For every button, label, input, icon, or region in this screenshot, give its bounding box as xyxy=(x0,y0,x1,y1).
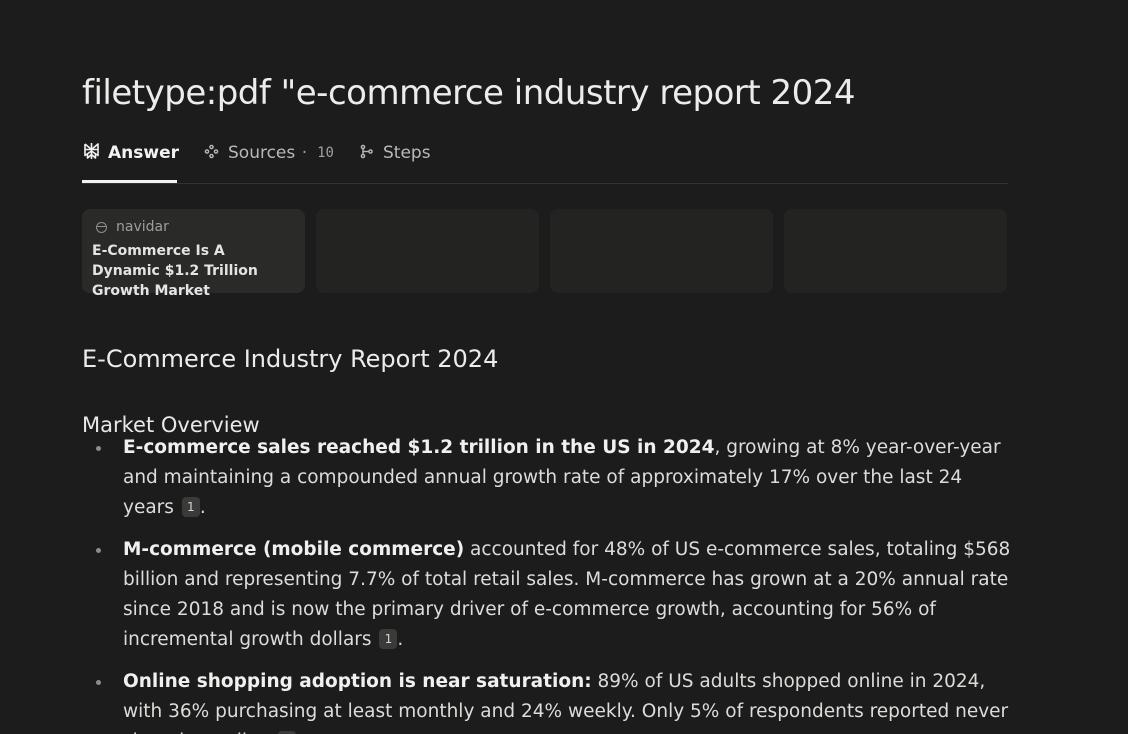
source-domain-label: navidar xyxy=(116,219,169,235)
list-item: M-commerce (mobile commerce) accounted f… xyxy=(82,535,1012,655)
citation-badge[interactable]: 1 xyxy=(181,497,200,517)
source-title: E-Commerce Is A Dynamic $1.2 Trillion Gr… xyxy=(92,243,258,299)
query-title: filetype:pdf "e-commerce industry report… xyxy=(82,72,856,113)
source-card-placeholder xyxy=(550,209,773,293)
source-card-placeholder xyxy=(316,209,539,293)
bullet-bold-text: M-commerce (mobile commerce) xyxy=(123,539,465,560)
answer-heading: E-Commerce Industry Report 2024 xyxy=(82,344,499,373)
tab-steps[interactable]: Steps xyxy=(357,138,431,168)
bullet-bold-text: E-commerce sales reached $1.2 trillion i… xyxy=(123,437,715,458)
tab-answer[interactable]: Answer xyxy=(82,138,179,168)
tab-steps-label: Steps xyxy=(383,143,431,163)
list-item: Online shopping adoption is near saturat… xyxy=(82,667,1012,734)
source-card[interactable]: navidar E-Commerce Is A Dynamic $1.2 Tri… xyxy=(82,209,305,299)
steps-icon xyxy=(357,144,375,163)
tab-sources[interactable]: Sources · 10 xyxy=(202,138,334,168)
result-tabs: Answer Sources · 10 xyxy=(82,132,1008,184)
sources-count: · 10 xyxy=(300,145,334,161)
sources-icon xyxy=(202,144,220,163)
bullet-text: 89% of US adults shopped online in 2024,… xyxy=(123,671,1009,734)
tab-answer-label: Answer xyxy=(108,143,179,163)
perplexity-logo-icon xyxy=(82,142,100,164)
bullet-end: . xyxy=(397,629,404,650)
answer-bullet-list: E-commerce sales reached $1.2 trillion i… xyxy=(82,433,1012,734)
globe-icon xyxy=(96,221,107,233)
bullet-end: . xyxy=(199,497,206,518)
tab-sources-label: Sources xyxy=(228,143,296,163)
bullet-text: accounted for 48% of US e-commerce sales… xyxy=(123,539,1011,650)
citation-badge[interactable]: 1 xyxy=(379,629,398,649)
section-heading: Market Overview xyxy=(82,413,260,437)
citation-badge[interactable]: 1 xyxy=(277,731,296,734)
bullet-end: . xyxy=(296,731,302,734)
bullet-text: , growing at 8% year-over-year and maint… xyxy=(123,437,1001,518)
active-tab-underline xyxy=(82,180,177,183)
source-card-placeholder xyxy=(784,209,1007,293)
bullet-bold-text: Online shopping adoption is near saturat… xyxy=(123,671,592,692)
list-item: E-commerce sales reached $1.2 trillion i… xyxy=(82,433,1012,523)
source-domain: navidar xyxy=(92,219,295,235)
